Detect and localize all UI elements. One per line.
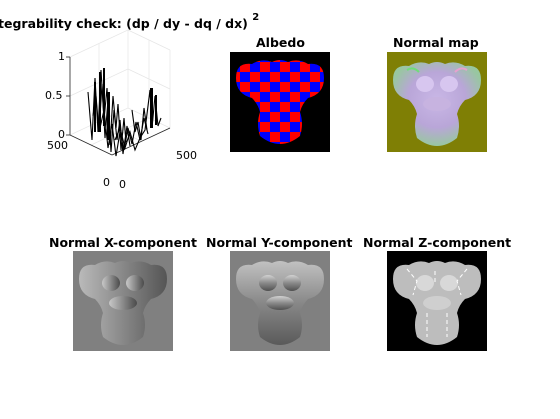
albedo-image: [230, 52, 330, 152]
normal-map-image: [387, 52, 487, 152]
albedo-title: Albedo: [256, 35, 305, 50]
z-tick-0-5: 0.5: [45, 89, 63, 102]
plot3d-title: tegrability check: (dp / dy - dq / dx) 2: [0, 12, 260, 32]
normal-z-title: Normal Z-component: [363, 235, 512, 250]
plot3d-title-text: tegrability check: (dp / dy - dq / dx): [0, 16, 248, 32]
normal-z-image: [387, 251, 487, 351]
x-tick-500: 500: [176, 149, 197, 162]
normal-x-image: [73, 251, 173, 351]
y-tick-0: 0: [103, 176, 110, 189]
normal-y-image: [230, 251, 330, 351]
plot3d-title-exponent: 2: [252, 12, 260, 23]
normal-x-title: Normal X-component: [49, 235, 197, 250]
z-tick-0: 0: [58, 128, 65, 141]
normal-map-title: Normal map: [393, 35, 479, 50]
z-tick-1: 1: [58, 50, 65, 63]
y-tick-500: 500: [47, 139, 68, 152]
normal-y-title: Normal Y-component: [206, 235, 353, 250]
x-tick-0: 0: [119, 178, 126, 191]
